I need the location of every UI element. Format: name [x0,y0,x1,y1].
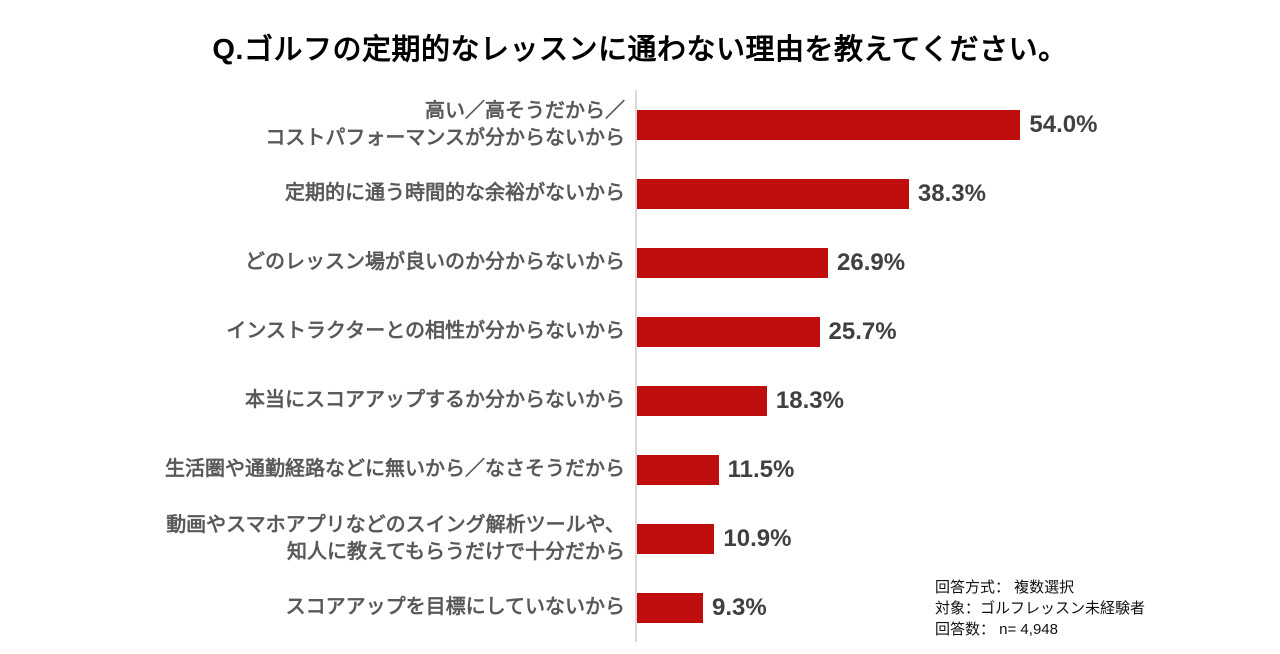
value-label: 10.9% [723,524,792,552]
value-label: 38.3% [917,179,986,207]
bar [637,247,828,278]
category-label: 生活圏や通勤経路などに無いから／なさそうだから [165,458,625,480]
note-target: 対象：ゴルフレッスン未経験者 [935,600,1146,617]
value-label: 25.7% [828,317,897,345]
value-label: 9.3% [712,593,767,621]
category-label: 高い／高そうだから／ コストパフォーマンスが分からないから [265,99,625,149]
value-label: 54.0% [1029,110,1098,138]
bar [637,316,820,347]
category-label: 定期的に通う時間的な余裕がないから [285,182,625,204]
bar-area: 26.9% [635,228,1280,297]
chart-row: スコアアップを目標にしていないから 9.3% [0,573,1280,642]
bar [637,385,767,416]
chart-row: 定期的に通う時間的な余裕がないから 38.3% [0,159,1280,228]
note-sample-size: 回答数： n= 4,948 [935,621,1058,638]
chart-row: 高い／高そうだから／ コストパフォーマンスが分からないから 54.0% [0,90,1280,159]
chart-rows: 高い／高そうだから／ コストパフォーマンスが分からないから 54.0% 定期的に… [0,90,1280,642]
chart-row: 本当にスコアアップするか分からないから 18.3% [0,366,1280,435]
bar-chart: 高い／高そうだから／ コストパフォーマンスが分からないから 54.0% 定期的に… [0,90,1280,642]
chart-title: Q.ゴルフの定期的なレッスンに通わない理由を教えてください。 [212,34,1068,66]
category-label: 動画やスマホアプリなどのスイング解析ツールや、 知人に教えてもらうだけで十分だか… [166,513,625,563]
bar-area: 38.3% [635,159,1280,228]
bar-area: 11.5% [635,435,1280,504]
value-label: 18.3% [775,386,844,414]
chart-row: どのレッスン場が良いのか分からないから 26.9% [0,228,1280,297]
bar-area: 25.7% [635,297,1280,366]
note-response-method: 回答方式： 複数選択 [935,579,1075,596]
bar-area: 18.3% [635,366,1280,435]
bar [637,592,703,623]
category-label: インストラクターとの相性が分からないから [226,320,625,342]
bar-area: 9.3% [635,573,1280,642]
bar [637,109,1021,140]
bar-area: 10.9% [635,504,1280,573]
value-label: 26.9% [837,248,906,276]
bar [637,454,719,485]
chart-row: 生活圏や通勤経路などに無いから／なさそうだから 11.5% [0,435,1280,504]
chart-row: インストラクターとの相性が分からないから 25.7% [0,297,1280,366]
category-label: スコアアップを目標にしていないから [285,596,625,618]
category-label: 本当にスコアアップするか分からないから [245,389,625,411]
value-label: 11.5% [727,455,795,483]
bar [637,523,715,554]
bar [637,178,909,209]
bar-area: 54.0% [635,90,1280,159]
category-label: どのレッスン場が良いのか分からないから [245,251,625,273]
chart-row: 動画やスマホアプリなどのスイング解析ツールや、 知人に教えてもらうだけで十分だか… [0,504,1280,573]
survey-note: 回答方式： 複数選択 対象：ゴルフレッスン未経験者 回答数： n= 4,948 [935,577,1145,640]
